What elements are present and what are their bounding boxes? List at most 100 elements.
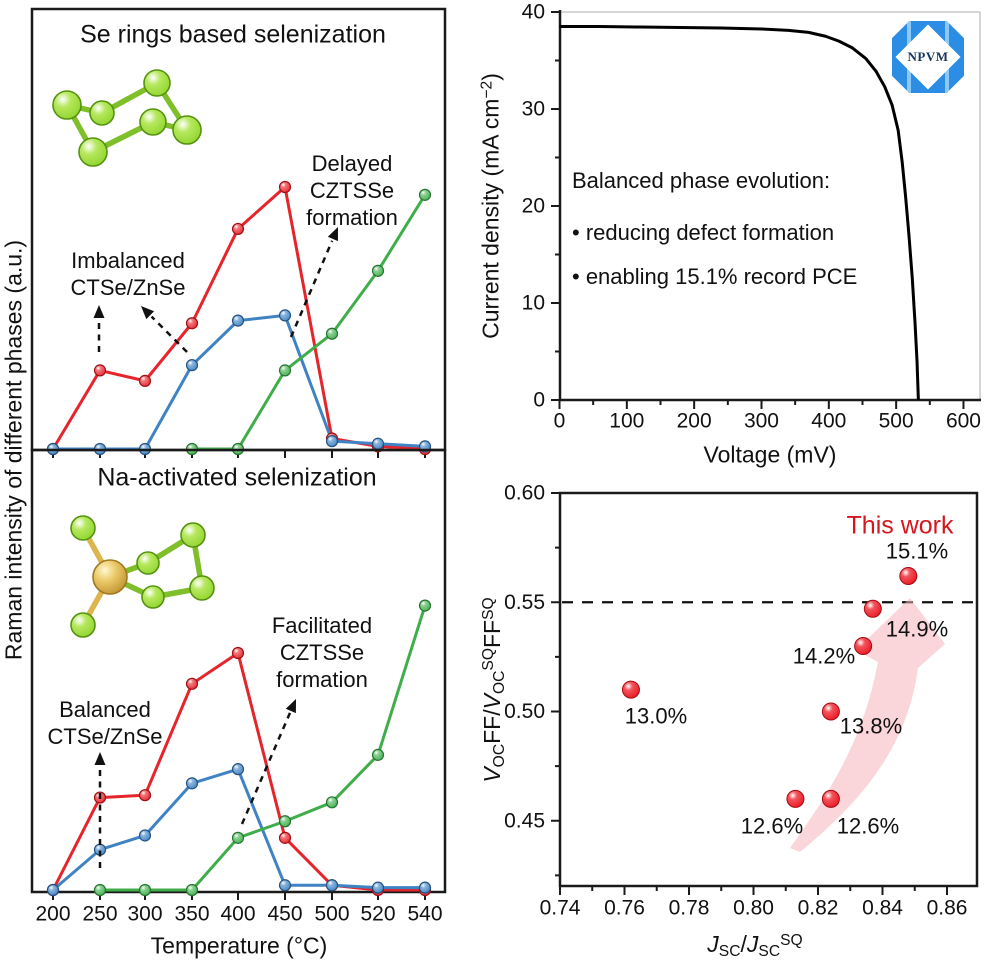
x-tick-label: 300 xyxy=(744,410,779,433)
x-tick-label: 0.76 xyxy=(604,897,645,920)
jv-note-bullet: • enabling 15.1% record PCE xyxy=(572,264,858,289)
scatter-point xyxy=(786,789,805,808)
data-point-marker xyxy=(93,883,107,897)
x-tick-label: 450 xyxy=(267,903,302,926)
y-tick-label: 40 xyxy=(522,1,545,24)
scatter-x-label-part: SQ xyxy=(780,932,803,950)
scatter-panel-frame xyxy=(558,491,979,888)
scatter-y-axis-label: VOCFF/VOCSQFFSQ xyxy=(479,597,509,782)
annotation-arrowhead xyxy=(141,306,155,320)
x-tick-label: 0.80 xyxy=(733,897,774,920)
data-point-marker xyxy=(231,831,245,844)
scatter-point-label: 13.0% xyxy=(625,704,687,729)
x-tick-label: 300 xyxy=(127,903,162,926)
data-point-marker xyxy=(278,815,292,828)
annotation-facilitated-cztsse: Facilitated CZTSSe formation xyxy=(272,613,372,693)
data-point-marker xyxy=(231,314,245,327)
jv-x-axis-label: Voltage (mV) xyxy=(703,441,837,468)
data-point-marker xyxy=(185,777,199,790)
annotation-line: Imbalanced xyxy=(71,248,185,274)
annotation-imbalanced: Imbalanced CTSe/ZnSe xyxy=(71,248,186,302)
data-point-marker xyxy=(371,881,385,894)
data-point-marker xyxy=(418,188,432,201)
scatter-point-label: 14.9% xyxy=(886,617,948,642)
raman-panel-frame xyxy=(30,448,447,894)
y-tick-label: 30 xyxy=(522,98,545,121)
data-point-marker xyxy=(185,677,199,690)
x-tick-label: 0 xyxy=(554,410,566,433)
annotation-arrowhead xyxy=(94,752,106,765)
x-tick-label: 0.78 xyxy=(669,897,710,920)
panel-title-na-activated: Na-activated selenization xyxy=(97,463,377,492)
annotation-arrow-line xyxy=(289,240,334,338)
series-line-cztsse xyxy=(192,194,427,451)
molecule-atom xyxy=(180,522,206,548)
series-line-znse xyxy=(52,767,425,892)
x-tick-label: 520 xyxy=(360,903,395,926)
scatter-point xyxy=(821,702,840,721)
annotation-line: Balanced xyxy=(59,697,151,723)
scatter-x-label-part: / xyxy=(740,931,747,958)
data-point-marker xyxy=(185,359,199,372)
data-point-marker xyxy=(231,763,245,776)
annotation-arrowhead xyxy=(93,305,105,318)
scatter-point-label: 13.8% xyxy=(840,714,902,739)
scatter-x-label-part: J xyxy=(707,931,719,958)
jv-y-label-text: ) xyxy=(477,73,504,81)
y-tick-label: 20 xyxy=(522,195,545,218)
data-point-marker xyxy=(278,364,292,377)
jv-y-axis-label: Current density (mA cm−2) xyxy=(478,73,505,339)
annotation-arrow-line xyxy=(240,712,292,825)
molecule-atom xyxy=(189,575,215,601)
data-point-marker xyxy=(138,883,152,897)
molecule-atom xyxy=(52,90,82,120)
jv-note-block: Balanced phase evolution: • reducing def… xyxy=(572,168,912,298)
data-point-marker xyxy=(325,435,339,448)
y-tick-label: 0.50 xyxy=(504,700,545,723)
annotation-delayed-cztsse: Delayed CZTSSe formation xyxy=(306,151,398,231)
annotation-line: Facilitated xyxy=(271,612,373,638)
data-point-marker xyxy=(138,829,152,842)
scatter-point xyxy=(863,599,882,618)
annotation-line: CZTSSe xyxy=(279,639,365,665)
data-point-marker xyxy=(46,883,60,897)
molecule-atom xyxy=(141,585,165,609)
molecule-atom xyxy=(78,137,108,167)
scatter-x-axis-label: JSC/JSCSQ xyxy=(707,931,802,961)
scatter-x-label-part: SC xyxy=(718,942,741,960)
scatter-y-label-part: FF xyxy=(479,715,506,744)
scatter-point-label: 15.1% xyxy=(886,539,948,564)
scatter-y-label-part: OC xyxy=(490,670,508,695)
x-tick-label: 500 xyxy=(879,410,914,433)
this-work-label: This work xyxy=(846,511,954,540)
trend-arrow xyxy=(790,598,945,852)
y-tick-label: 0.55 xyxy=(504,591,545,614)
npvm-logo-background xyxy=(892,21,964,93)
data-point-marker xyxy=(325,796,339,809)
annotation-line: formation xyxy=(276,666,368,692)
jv-curve xyxy=(559,25,920,401)
data-point-marker xyxy=(325,327,339,340)
molecule-atom xyxy=(139,108,167,136)
data-point-marker xyxy=(231,222,245,236)
data-point-marker xyxy=(278,180,292,194)
scatter-y-label-part: V xyxy=(479,767,506,783)
scatter-point-label: 12.6% xyxy=(741,814,803,839)
scatter-y-label-part: SQ xyxy=(480,648,498,671)
jv-y-label-superscript: −2 xyxy=(478,80,496,99)
molecule-atom xyxy=(172,115,202,145)
y-tick-label: 0.45 xyxy=(504,809,545,832)
x-tick-label: 400 xyxy=(220,903,255,926)
data-point-marker xyxy=(371,264,385,277)
npvm-logo: NPVM xyxy=(892,21,964,93)
scatter-point xyxy=(854,636,873,655)
data-point-marker xyxy=(185,883,199,897)
x-tick-label: 250 xyxy=(82,903,117,926)
data-point-marker xyxy=(371,437,385,450)
scatter-y-label-part: V xyxy=(479,694,506,710)
x-tick-label: 0.86 xyxy=(927,897,968,920)
raman-y-axis-label: Raman intensity of different phases (a.u… xyxy=(0,239,27,661)
x-tick-label: 200 xyxy=(35,903,70,926)
